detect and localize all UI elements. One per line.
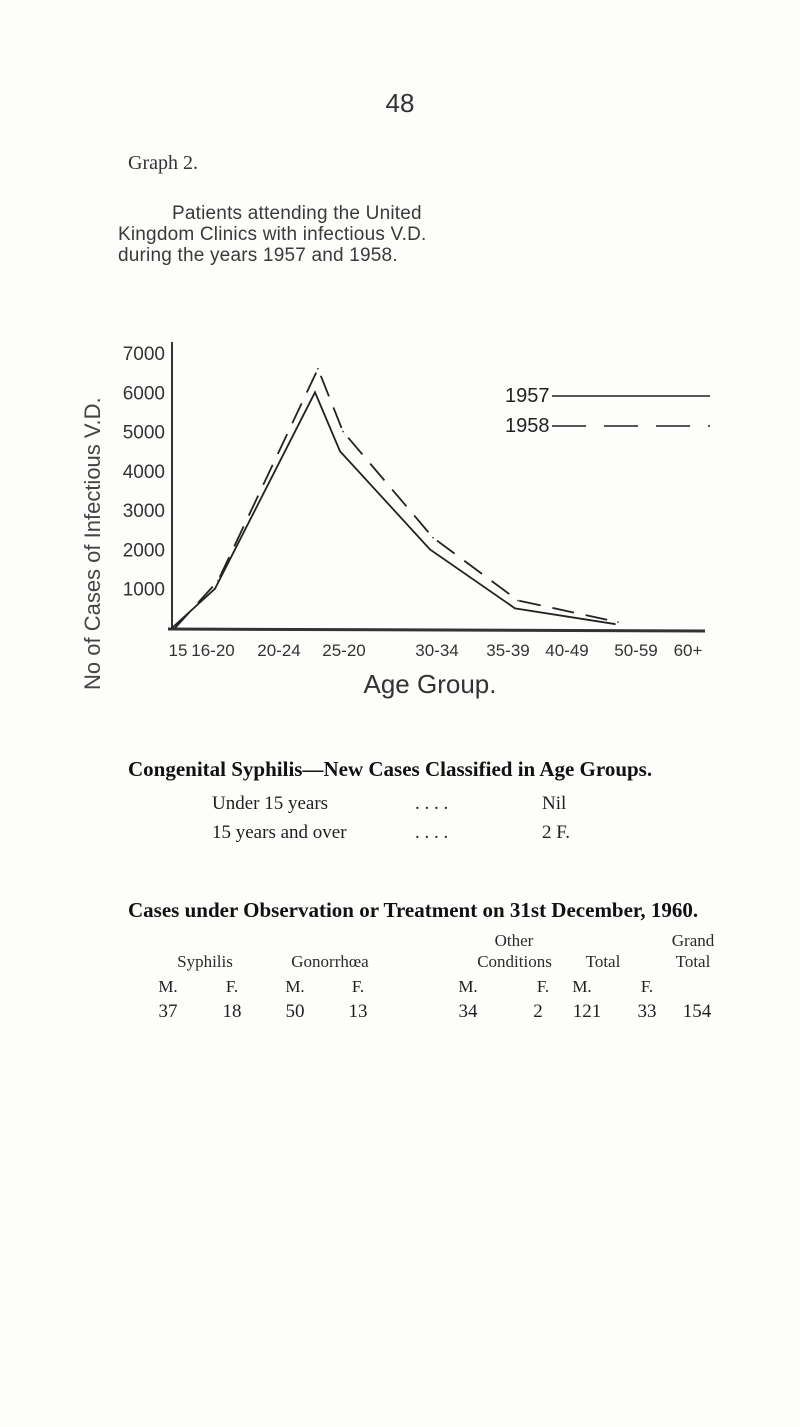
y-axis-ticks: 7000 6000 5000 4000 3000 2000 1000 bbox=[123, 344, 165, 601]
data-point-1957 bbox=[429, 548, 431, 551]
value-cell: 50 bbox=[285, 1001, 305, 1022]
value-cell: 18 bbox=[222, 1001, 242, 1022]
congenital-row-dots: . . . . bbox=[415, 793, 449, 814]
value-cell: 34 bbox=[458, 1001, 478, 1022]
subheader-cell: M. bbox=[458, 977, 478, 996]
congenital-row-dots: . . . . bbox=[415, 822, 449, 843]
data-point-1957 bbox=[171, 627, 173, 629]
subheader-cell: F. bbox=[640, 977, 654, 996]
value-cell: 2 bbox=[533, 1001, 543, 1022]
congenital-row-value: Nil bbox=[542, 793, 567, 814]
data-point-1958 bbox=[317, 367, 319, 370]
data-point-1957 bbox=[339, 450, 341, 453]
y-tick-label: 3000 bbox=[123, 501, 165, 522]
y-axis-label: No of Cases of Infectious V.D. bbox=[80, 397, 105, 690]
subheader-cell: F. bbox=[351, 977, 365, 996]
y-tick-label: 2000 bbox=[123, 540, 165, 561]
y-tick-label: 1000 bbox=[123, 580, 165, 601]
data-point-1957 bbox=[314, 391, 316, 394]
data-point-1957 bbox=[514, 607, 516, 610]
y-tick-label: 4000 bbox=[123, 462, 165, 483]
header-grand-bottom: Total bbox=[675, 952, 711, 971]
x-tick-label: 60+ bbox=[674, 641, 703, 660]
caption-line-3: during the years 1957 and 1958. bbox=[118, 245, 398, 266]
subheader-cell: F. bbox=[536, 977, 550, 996]
x-axis-line bbox=[167, 627, 706, 633]
value-cell: 33 bbox=[637, 1001, 657, 1022]
congenital-row-label: Under 15 years bbox=[212, 793, 329, 814]
subheader-cell: F. bbox=[225, 977, 239, 996]
graph-label: Graph 2. bbox=[128, 152, 198, 174]
value-cell: 37 bbox=[158, 1001, 178, 1022]
subheader-cell: M. bbox=[158, 977, 178, 996]
x-tick-label: 20-24 bbox=[257, 641, 300, 660]
data-point-1958 bbox=[617, 621, 619, 623]
age-group-chart: 7000 6000 5000 4000 3000 2000 1000 15 16-20 20-2… bbox=[80, 342, 710, 699]
x-tick-label: 35-39 bbox=[486, 641, 529, 660]
observation-title: Cases under Observation or Treatment on … bbox=[128, 898, 699, 922]
congenital-row-value: 2 F. bbox=[542, 822, 571, 843]
subheader-cell: M. bbox=[285, 977, 305, 996]
x-tick-label: 50-59 bbox=[614, 641, 657, 660]
x-tick-label: 30-34 bbox=[415, 641, 458, 660]
subheader-cell: M. bbox=[572, 977, 592, 996]
header-gonorrhoea: Gonorrhœa bbox=[291, 952, 369, 971]
x-tick-label: 16-20 bbox=[191, 641, 234, 660]
value-cell: 154 bbox=[682, 1001, 712, 1022]
value-cell: 121 bbox=[572, 1001, 602, 1022]
series-line-1958 bbox=[174, 366, 619, 629]
header-syphilis: Syphilis bbox=[177, 952, 233, 971]
data-point-1957 bbox=[214, 587, 216, 590]
value-cell: 13 bbox=[348, 1001, 368, 1022]
caption-line-1: Patients attending the United bbox=[172, 203, 422, 224]
legend-label-1958: 1958 bbox=[505, 415, 550, 437]
x-axis-title: Age Group. bbox=[364, 669, 497, 699]
y-tick-label: 7000 bbox=[123, 344, 165, 365]
congenital-row-label: 15 years and over bbox=[212, 822, 347, 843]
header-total: Total bbox=[585, 952, 621, 971]
x-axis-ticks: 15 16-20 20-24 25-20 30-34 35-39 40-49 50-59 60+ bbox=[169, 641, 703, 660]
header-grand-top: Grand bbox=[671, 931, 715, 950]
caption-line-2: Kingdom Clinics with infectious V.D. bbox=[118, 224, 427, 245]
header-other-bottom: Conditions bbox=[477, 952, 552, 971]
x-tick-label: 25-20 bbox=[322, 641, 365, 660]
x-tick-label: 40-49 bbox=[545, 641, 588, 660]
x-tick-label: 15 bbox=[169, 641, 188, 660]
congenital-title: Congenital Syphilis—New Cases Classified… bbox=[128, 757, 653, 781]
legend: 1957 1958 bbox=[505, 385, 710, 437]
data-point-1957 bbox=[614, 623, 616, 625]
y-tick-label: 6000 bbox=[123, 383, 165, 404]
page-number: 48 bbox=[385, 88, 415, 118]
data-point-1958 bbox=[517, 599, 519, 602]
series-lines bbox=[171, 366, 619, 629]
header-other-top: Other bbox=[494, 931, 534, 950]
y-tick-label: 5000 bbox=[123, 423, 165, 444]
data-point-1958 bbox=[342, 430, 344, 433]
data-point-1958 bbox=[217, 580, 219, 582]
data-point-1958 bbox=[432, 536, 434, 539]
legend-label-1957: 1957 bbox=[505, 385, 550, 407]
data-point-1958 bbox=[174, 627, 176, 629]
